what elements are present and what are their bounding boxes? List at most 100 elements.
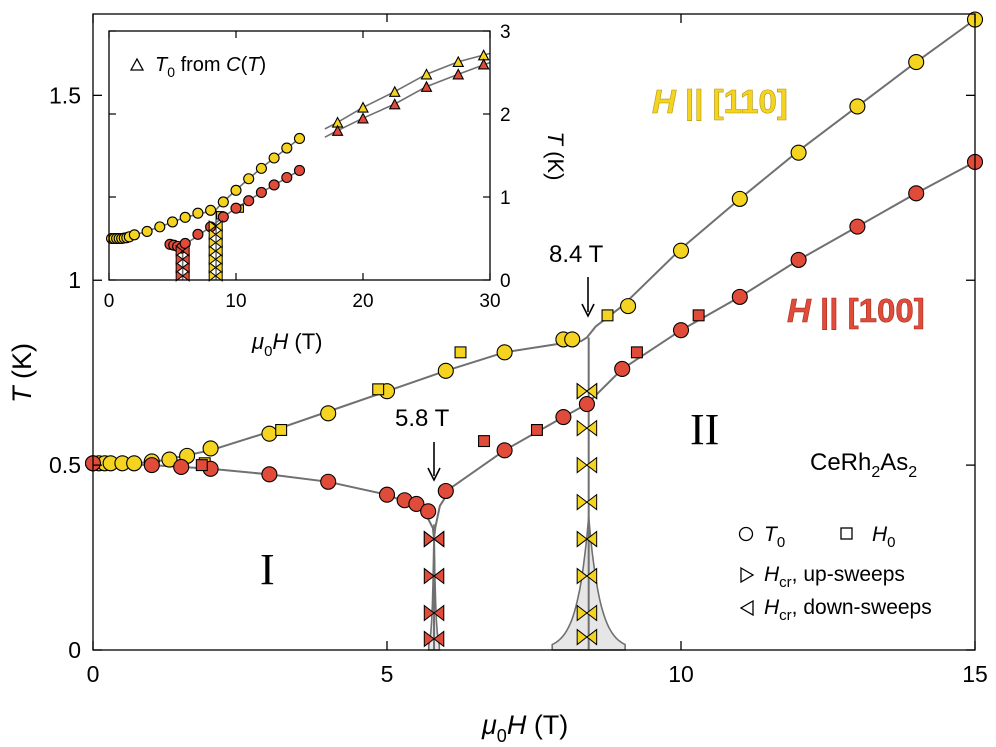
inset-y-axis-label: T (K) (543, 132, 568, 181)
inset-point-4-0 (208, 269, 223, 282)
inset-point-5-3 (420, 68, 433, 80)
h110-label: H || [110] (652, 83, 788, 120)
data-point-4-4 (423, 530, 445, 548)
svg-text:8.4 T: 8.4 T (549, 241, 604, 268)
data-point-5-0 (576, 628, 598, 646)
data-point-2-5 (320, 473, 337, 490)
data-point-4-0 (423, 630, 445, 648)
inset-point-3-0 (175, 269, 190, 282)
data-point-0-5 (126, 455, 143, 472)
svg-text:Hcr, down-sweeps: Hcr, down-sweeps (764, 596, 932, 624)
h100-label: H || [100] (787, 292, 925, 329)
data-point-2-8 (408, 495, 425, 512)
data-point-0-16 (564, 331, 581, 348)
legend-square-marker (840, 527, 853, 540)
inset-point-6-4 (452, 68, 465, 80)
inset-point-2-5 (192, 228, 204, 240)
inset-point-5-1 (357, 101, 369, 113)
inset-point-0-18 (255, 162, 267, 174)
data-point-5-1 (576, 604, 598, 622)
inset-x-axis-label: μ0H (T) (251, 329, 323, 360)
inset-point-3-2 (175, 253, 190, 266)
x-tick-label: 15 (962, 661, 988, 687)
inset-y-tick-label: 1 (500, 188, 511, 209)
region-label-I: I (260, 545, 275, 594)
y-tick-label: 0.5 (49, 452, 81, 478)
data-point-2-15 (672, 322, 690, 339)
inset-y-tick-label: 0 (500, 271, 511, 292)
inset-point-4-2 (208, 253, 223, 266)
annotation-5-8T: 5.8 T (395, 405, 450, 482)
data-point-1-4 (601, 309, 614, 322)
inset-point-2-11 (268, 179, 280, 191)
region-label-II: II (690, 405, 719, 454)
data-point-0-14 (496, 344, 513, 361)
x-axis-label: μ0H (T) (481, 710, 568, 746)
x-tick-label: 0 (87, 661, 100, 687)
inset-point-0-8 (128, 229, 140, 241)
inset-point-2-10 (255, 186, 267, 198)
inset-point-2-13 (293, 164, 306, 176)
y-axis-label: T (K) (7, 343, 37, 403)
data-point-2-19 (908, 185, 925, 202)
inset-point-0-14 (205, 204, 217, 216)
inset-point-0-17 (243, 173, 255, 185)
inset-point-0-20 (281, 142, 293, 154)
inset-point-0-12 (179, 211, 191, 223)
x-tick-label: 10 (668, 661, 694, 687)
y-tick-label: 0 (68, 637, 81, 663)
data-point-0-22 (908, 54, 925, 71)
data-point-4-1 (423, 604, 445, 622)
inset-point-6-3 (420, 80, 433, 92)
inset-point-0-15 (217, 196, 229, 208)
svg-text:H0: H0 (872, 523, 896, 551)
data-point-2-16 (731, 288, 748, 305)
inset-point-0-21 (293, 132, 306, 145)
main-legend: T0 H0 Hcr, up-sweeps Hcr, down-sweeps (738, 523, 932, 624)
guide-line-1 (92, 161, 976, 540)
inset-point-3-1 (175, 261, 190, 274)
data-markers-layer (84, 11, 984, 648)
legend-up-triangle (740, 566, 755, 584)
data-point-0-18 (672, 242, 690, 259)
inset-point-6-1 (357, 112, 369, 124)
data-point-2-1 (143, 457, 160, 474)
data-point-2-18 (849, 218, 866, 235)
data-point-2-12 (555, 408, 572, 426)
data-point-5-2 (576, 567, 598, 585)
inset-x-tick-label: 30 (479, 291, 500, 312)
data-point-3-2 (530, 424, 543, 436)
data-point-0-13 (437, 362, 454, 379)
data-point-0-19 (731, 190, 748, 207)
y-tick-label: 1 (68, 267, 81, 293)
inset-point-4-3 (208, 244, 223, 257)
svg-text:Hcr, up-sweeps: Hcr, up-sweeps (764, 563, 905, 591)
inset-point-2-12 (281, 171, 293, 184)
x-tick-label: 5 (381, 661, 394, 687)
inset-point-4-5 (208, 228, 223, 241)
inset-legend-triangle (129, 57, 145, 71)
inset-x-tick-label: 0 (104, 291, 115, 312)
inset-point-3-3 (175, 244, 190, 257)
inset-point-0-9 (141, 225, 153, 237)
inset-x-tick-label: 20 (352, 291, 373, 312)
inset-point-2-8 (230, 202, 242, 214)
data-point-2-9 (420, 503, 437, 520)
inset-point-6-2 (388, 98, 401, 110)
inset-frame (108, 30, 491, 281)
data-point-1-2 (372, 383, 385, 396)
legend-circle-marker (738, 526, 754, 542)
inset-point-4-4 (208, 236, 223, 249)
y-tick-label: 1.5 (49, 82, 81, 108)
data-point-2-11 (496, 442, 513, 459)
data-point-0-9 (202, 440, 219, 457)
data-point-2-4 (261, 466, 278, 483)
data-point-4-2 (423, 567, 445, 585)
data-point-5-3 (576, 530, 598, 548)
data-point-2-6 (378, 486, 396, 503)
data-point-1-3 (454, 346, 467, 359)
inset-point-0-13 (192, 207, 204, 219)
data-point-0-11 (320, 405, 337, 422)
